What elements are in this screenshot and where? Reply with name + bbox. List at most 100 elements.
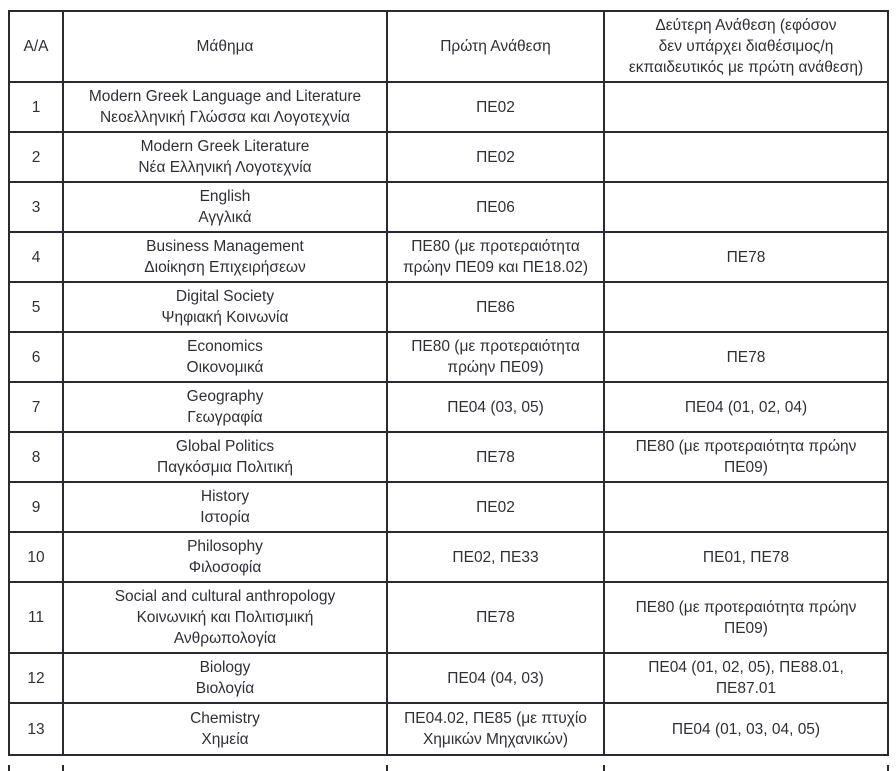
first-assignment-cell: ΠΕ04.02, ΠΕ85 (με πτυχίο Χημικών Μηχανικ… [386, 704, 603, 754]
second-assignment-cell [603, 483, 887, 533]
row-number-cell: 8 [10, 433, 62, 483]
table-row: 7 Geography Γεωγραφία ΠΕ04 (03, 05) ΠΕ04… [10, 383, 887, 433]
subject-cell: Business Management Διοίκηση Επιχειρήσεω… [62, 233, 386, 283]
subject-english: Biology [199, 659, 251, 676]
table-row: 3 English Αγγλικά ΠΕ06 [10, 183, 887, 233]
subject-english: Global Politics [175, 438, 275, 455]
table-row: 9 History Ιστορία ΠΕ02 [10, 483, 887, 533]
subject-english: Geography [186, 388, 264, 405]
subject-cell: Economics Οικονομικά [62, 333, 386, 383]
second-assignment-cell: ΠΕ04 (01, 02, 04) [603, 383, 887, 433]
row-number-cell: 1 [10, 83, 62, 133]
row-number-cell: 5 [10, 283, 62, 333]
subject-greek: Ιστορία [200, 509, 250, 526]
first-assignment-cell: ΠΕ02 [386, 483, 603, 533]
second-assignment-cell: ΠΕ78 [603, 233, 887, 283]
header-serial-number: Α/Α [10, 12, 62, 83]
table-header-row: Α/Α Μάθημα Πρώτη Ανάθεση Δεύτερη Ανάθεση… [10, 12, 887, 83]
subject-greek: Οικονομικά [186, 359, 264, 376]
subject-cell: History Ιστορία [62, 483, 386, 533]
subject-greek: Γεωγραφία [187, 409, 263, 426]
second-assignment-cell: ΠΕ80 (με προτεραιότητα πρώην ΠΕ09) [603, 583, 887, 654]
subject-cell: Modern Greek Literature Νέα Ελληνική Λογ… [62, 133, 386, 183]
second-assignment-cell: ΠΕ01, ΠΕ78 [603, 533, 887, 583]
subject-cell: Social and cultural anthropology Κοινωνι… [62, 583, 386, 654]
first-assignment-cell: ΠΕ80 (με προτεραιότητα πρώην ΠΕ09 και ΠΕ… [386, 233, 603, 283]
row-number-cell: 11 [10, 583, 62, 654]
first-assignment-cell: ΠΕ02 [386, 83, 603, 133]
partial-number-cell [10, 765, 62, 771]
second-assignment-cell [603, 133, 887, 183]
subject-greek: Αγγλικά [198, 209, 252, 226]
subject-greek: Βιολογία [195, 680, 255, 697]
subject-cell: Digital Society Ψηφιακή Κοινωνία [62, 283, 386, 333]
subject-cell: Biology Βιολογία [62, 654, 386, 704]
subject-greek: Ψηφιακή Κοινωνία [161, 309, 289, 326]
header-subject: Μάθημα [62, 12, 386, 83]
first-assignment-cell: ΠΕ02 [386, 133, 603, 183]
first-assignment-cell: ΠΕ80 (με προτεραιότητα πρώην ΠΕ09) [386, 333, 603, 383]
subject-english: Economics [187, 338, 263, 355]
table-row: 10 Philosophy Φιλοσοφία ΠΕ02, ΠΕ33 ΠΕ01,… [10, 533, 887, 583]
first-assignment-cell: ΠΕ02, ΠΕ33 [386, 533, 603, 583]
second-assignment-cell: ΠΕ04 (01, 03, 04, 05) [603, 704, 887, 754]
first-assignment-cell: ΠΕ04 (03, 05) [386, 383, 603, 433]
subject-cell: English Αγγλικά [62, 183, 386, 233]
subject-cell: Chemistry Χημεία [62, 704, 386, 754]
subject-english: Social and cultural anthropology [114, 588, 336, 605]
row-number-cell: 2 [10, 133, 62, 183]
subject-english: Modern Greek Language and Literature [88, 88, 362, 105]
row-number-cell: 12 [10, 654, 62, 704]
second-assignment-cell: ΠΕ80 (με προτεραιότητα πρώην ΠΕ09) [603, 433, 887, 483]
partial-first-assignment-cell [386, 765, 603, 771]
row-number-cell: 7 [10, 383, 62, 433]
subject-english: Chemistry [190, 710, 260, 727]
subject-cell: Geography Γεωγραφία [62, 383, 386, 433]
second-assignment-cell [603, 183, 887, 233]
subject-assignments-table: Α/Α Μάθημα Πρώτη Ανάθεση Δεύτερη Ανάθεση… [8, 10, 889, 756]
subject-english: Philosophy [187, 538, 263, 555]
subject-greek: Νέα Ελληνική Λογοτεχνία [138, 159, 312, 176]
first-assignment-cell: ΠΕ06 [386, 183, 603, 233]
table-row: 2 Modern Greek Literature Νέα Ελληνική Λ… [10, 133, 887, 183]
row-number-cell: 10 [10, 533, 62, 583]
subject-greek: Παγκόσμια Πολιτική [157, 459, 293, 476]
second-assignment-cell: ΠΕ78 [603, 333, 887, 383]
table-row: 4 Business Management Διοίκηση Επιχειρήσ… [10, 233, 887, 283]
subject-greek: Φιλοσοφία [188, 559, 262, 576]
subject-english: Business Management [146, 238, 304, 255]
subject-english: History [200, 488, 250, 505]
header-first-assignment: Πρώτη Ανάθεση [386, 12, 603, 83]
partial-subject-cell [62, 765, 386, 771]
first-assignment-cell: ΠΕ04 (04, 03) [386, 654, 603, 704]
first-assignment-cell: ΠΕ78 [386, 433, 603, 483]
first-assignment-cell: ΠΕ78 [386, 583, 603, 654]
header-second-assignment: Δεύτερη Ανάθεση (εφόσον δεν υπάρχει διαθ… [603, 12, 887, 83]
table-row: 1 Modern Greek Language and Literature Ν… [10, 83, 887, 133]
table-row: 5 Digital Society Ψηφιακή Κοινωνία ΠΕ86 [10, 283, 887, 333]
row-number-cell: 3 [10, 183, 62, 233]
second-assignment-cell: ΠΕ04 (01, 02, 05), ΠΕ88.01, ΠΕ87.01 [603, 654, 887, 704]
subject-cell: Modern Greek Language and Literature Νεο… [62, 83, 386, 133]
partial-second-assignment-cell [603, 765, 887, 771]
second-assignment-cell [603, 283, 887, 333]
table-row: 12 Biology Βιολογία ΠΕ04 (04, 03) ΠΕ04 (… [10, 654, 887, 704]
table-row: 11 Social and cultural anthropology Κοιν… [10, 583, 887, 654]
first-assignment-cell: ΠΕ86 [386, 283, 603, 333]
subject-greek: Νεοελληνική Γλώσσα και Λογοτεχνία [99, 109, 351, 126]
second-assignment-cell [603, 83, 887, 133]
table-row: 13 Chemistry Χημεία ΠΕ04.02, ΠΕ85 (με πτ… [10, 704, 887, 754]
subject-english: English [199, 188, 251, 205]
subject-greek: Κοινωνική και Πολιτισμική Ανθρωπολογία [136, 609, 314, 647]
subject-greek: Διοίκηση Επιχειρήσεων [144, 259, 306, 276]
subject-english: Digital Society [175, 288, 275, 305]
row-number-cell: 9 [10, 483, 62, 533]
subject-english: Modern Greek Literature [140, 138, 310, 155]
subject-greek: Χημεία [201, 731, 249, 748]
next-row-partial-clipped [8, 765, 889, 771]
row-number-cell: 13 [27, 720, 45, 738]
row-number-cell: 4 [10, 233, 62, 283]
subject-cell: Philosophy Φιλοσοφία [62, 533, 386, 583]
table-row: 8 Global Politics Παγκόσμια Πολιτική ΠΕ7… [10, 433, 887, 483]
